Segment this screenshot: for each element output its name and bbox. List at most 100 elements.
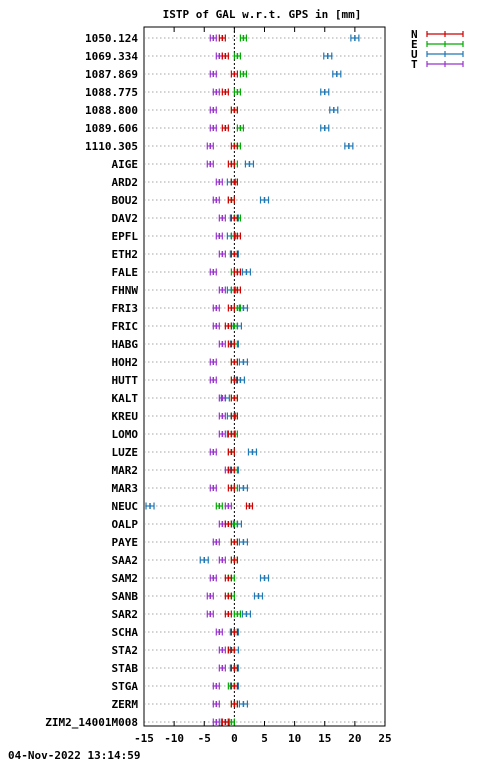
data-point-N	[230, 142, 238, 150]
data-point-T	[212, 682, 220, 690]
x-tick-label: 10	[288, 732, 301, 745]
station-label: ARD2	[112, 176, 139, 189]
data-point-T	[206, 592, 214, 600]
station-label: EPFL	[112, 230, 139, 243]
station-label: KREU	[112, 410, 139, 423]
data-point-N	[230, 250, 238, 258]
data-point-N	[227, 160, 235, 168]
data-point-E	[230, 322, 238, 330]
data-point-T	[206, 160, 214, 168]
data-point-N	[221, 52, 229, 60]
station-label: 1087.869	[85, 68, 138, 81]
station-label: SANB	[112, 590, 139, 603]
data-point-U	[247, 448, 258, 456]
data-point-U	[238, 700, 249, 708]
data-point-T	[212, 196, 220, 204]
data-point-N	[230, 106, 238, 114]
data-point-U	[238, 358, 249, 366]
data-point-T	[218, 412, 226, 420]
data-point-T	[206, 142, 214, 150]
station-label: AIGE	[112, 158, 139, 171]
data-point-T	[209, 574, 217, 582]
data-point-N	[221, 124, 229, 132]
station-label: FALE	[112, 266, 139, 279]
data-point-U	[253, 592, 264, 600]
x-axis-ticks: -15 -10 -5 0 5 10 15 20 25	[134, 27, 392, 745]
data-point-U	[241, 268, 252, 276]
station-label: STGA	[112, 680, 139, 693]
data-point-T	[218, 646, 226, 654]
data-point-N	[227, 430, 235, 438]
data-point-N	[224, 592, 232, 600]
data-point-E	[233, 610, 241, 618]
station-label: LUZE	[112, 446, 139, 459]
data-point-T	[218, 664, 226, 672]
data-point-U	[244, 160, 255, 168]
station-labels: 1050.124 1069.334 1087.869 1088.775 1088.800…	[45, 32, 138, 729]
station-label: HOH2	[112, 356, 139, 369]
station-label: DAV2	[112, 212, 139, 225]
data-point-N	[221, 88, 229, 96]
data-point-T	[209, 268, 217, 276]
data-point-N	[230, 628, 238, 636]
station-label: NEUC	[112, 500, 139, 513]
data-point-E	[230, 520, 238, 528]
gridlines	[144, 37, 385, 723]
data-point-N	[224, 322, 232, 330]
legend-label-E: E	[411, 38, 418, 51]
data-point-U	[259, 196, 270, 204]
data-point-E	[233, 52, 241, 60]
data-point-T	[212, 538, 220, 546]
station-label: OALP	[112, 518, 139, 531]
data-point-T	[212, 718, 220, 726]
data-point-N	[230, 664, 238, 672]
data-point-U	[320, 88, 330, 96]
data-point-N	[245, 502, 254, 510]
station-label: LOMO	[112, 428, 139, 441]
station-label: STA2	[112, 644, 139, 657]
data-point-U	[259, 574, 270, 582]
data-point-E	[233, 88, 241, 96]
data-point-N	[230, 70, 238, 78]
station-label: BOU2	[112, 194, 139, 207]
station-label: MAR2	[112, 464, 139, 477]
x-tick-label: 15	[318, 732, 331, 745]
data-point-T	[215, 232, 223, 240]
data-point-N	[230, 700, 238, 708]
data-point-U	[241, 610, 252, 618]
station-label: SAM2	[112, 572, 139, 585]
legend-label-T: T	[411, 58, 418, 71]
data-point-T	[212, 322, 220, 330]
data-point-N	[230, 214, 238, 222]
station-label: 1110.305	[85, 140, 138, 153]
station-label: SCHA	[112, 626, 139, 639]
data-point-N	[233, 232, 241, 240]
data-point-T	[209, 34, 217, 42]
data-point-T	[212, 304, 220, 312]
data-point-N	[230, 556, 238, 564]
data-point-U	[238, 538, 249, 546]
x-tick-label: -5	[198, 732, 211, 745]
station-label: ETH2	[112, 248, 139, 261]
legend-label-N: N	[411, 28, 418, 41]
data-point-N	[227, 304, 235, 312]
station-label: SAR2	[112, 608, 139, 621]
data-point-E	[236, 124, 244, 132]
data-point-T	[218, 340, 226, 348]
data-point-U	[350, 34, 360, 42]
x-tick-label: -10	[164, 732, 184, 745]
x-tick-label: 5	[261, 732, 268, 745]
timestamp: 04-Nov-2022 13:14:59	[8, 749, 140, 762]
data-point-T	[206, 610, 214, 618]
data-point-E	[239, 70, 248, 78]
x-tick-label: 25	[378, 732, 391, 745]
station-label: 1088.775	[85, 86, 138, 99]
data-point-N	[224, 520, 232, 528]
data-point-N	[224, 574, 232, 582]
data-point-T	[215, 178, 223, 186]
data-point-N	[230, 682, 238, 690]
data-point-T	[218, 430, 226, 438]
data-point-N	[230, 412, 238, 420]
data-point-N	[230, 376, 238, 384]
